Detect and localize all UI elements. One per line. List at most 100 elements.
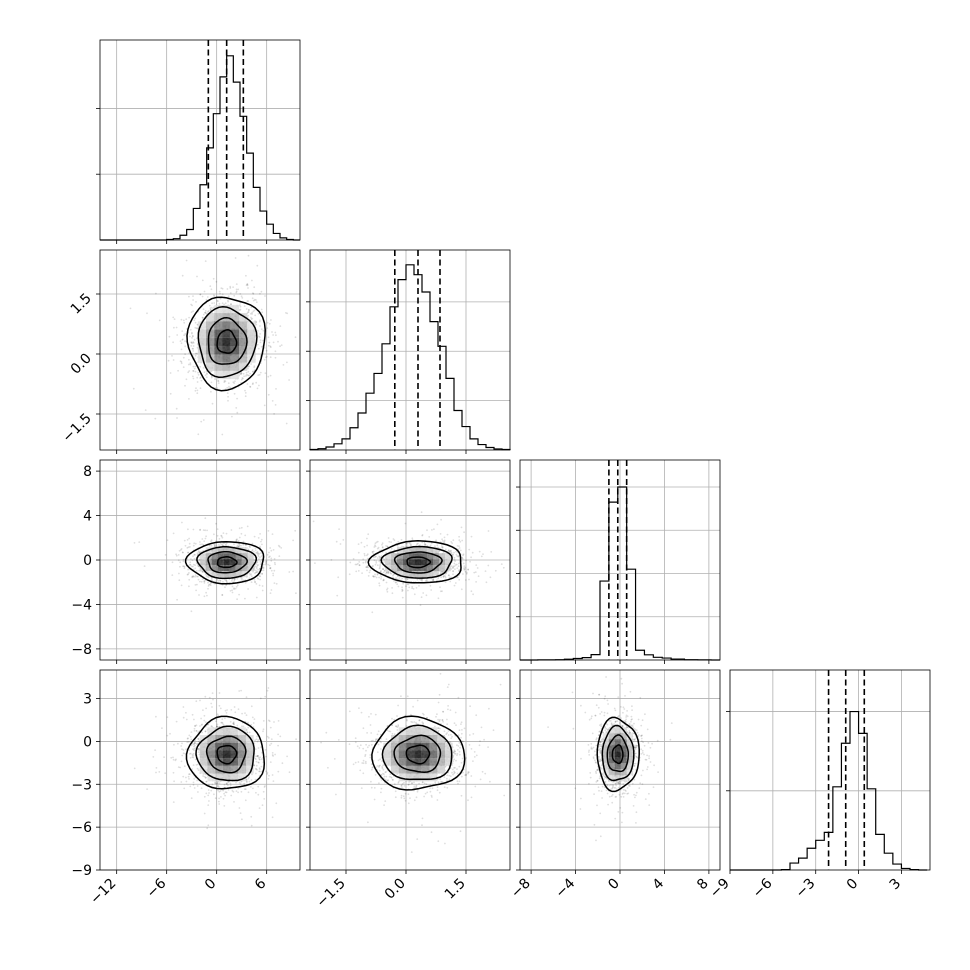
scatter-point [500,563,503,565]
scatter-point [185,378,188,381]
scatter-point [224,586,226,589]
hist-1-frame [309,249,511,451]
density-cell [230,354,240,363]
contour-level-2 [197,305,258,378]
scatter-point [376,573,379,576]
scatter-point [210,381,213,384]
density-cell [421,547,427,554]
scatter-point [375,555,377,558]
scatter-point [358,561,361,563]
scatter-point [247,791,250,794]
scatter-point [187,775,190,778]
scatter-point [259,339,262,341]
scatter-point [199,725,201,727]
scatter-point [467,568,469,571]
scatter-point [184,345,187,348]
scatter-point [199,293,202,296]
scatter-point [240,378,243,381]
scatter-point [227,382,230,385]
density-cell [206,346,215,355]
scatter-point [233,294,236,297]
scatter-point [221,543,223,546]
scatter-point [402,582,404,585]
scatter-point [185,318,188,321]
scatter-point [187,528,189,531]
scatter-point [189,328,192,331]
scatter-point [371,551,374,553]
scatter-point [465,559,467,562]
scatter-point [239,305,242,308]
scatter-point [261,804,264,807]
scatter-point [442,575,445,578]
scatter-point [223,381,226,384]
scatter-point [373,559,376,562]
density-cell [409,547,415,554]
scatter-point [372,575,375,578]
scatter-point [437,577,440,580]
scatter-point [233,578,236,581]
scatter-point [218,544,220,546]
scatter-point [271,752,274,754]
scatter-point [490,551,493,553]
scatter-point [240,577,243,579]
scatter-point [248,577,251,580]
density-cell [214,313,223,322]
scatter-point [269,356,272,359]
hist-3-frame [729,669,931,871]
scatter-point [245,274,247,277]
scatter-point [269,744,271,746]
scatter-point [216,578,219,581]
scatter-point [259,341,262,344]
scatter-point [199,541,201,543]
scatter-point [200,379,203,382]
scatter-point [221,722,224,725]
scatter-point [192,335,194,338]
scatter-point [229,386,232,389]
scatter-point [183,321,186,324]
scatter-point [257,555,260,558]
scatter-point [269,345,272,348]
scatter-point [176,598,179,601]
scatter-point [187,551,189,554]
scatter-point [248,308,250,311]
panel-0-2-frame [99,459,301,661]
scatter-point [193,319,196,322]
scatter-point [373,576,375,578]
scatter-point [192,575,195,578]
scatter-point [406,545,409,548]
scatter-point [452,566,455,569]
scatter-point [251,550,254,552]
scatter-point [202,367,205,369]
scatter-point [420,579,423,581]
scatter-point [379,564,381,566]
contour-level-1 [207,550,248,574]
panel-1-2-content [312,511,505,614]
scatter-point [177,369,180,372]
scatter-point [385,571,388,573]
scatter-point [192,299,195,301]
scatter-point [272,341,275,344]
density-cell [403,565,409,572]
scatter-point [192,575,195,577]
scatter-point [441,538,443,541]
scatter-point [378,576,380,579]
scatter-point [461,557,464,559]
scatter-point [443,536,446,539]
contour-level-3 [184,541,265,585]
scatter-point [262,329,265,332]
scatter-point [234,257,237,259]
scatter-point [194,542,197,545]
contour-level-3 [186,296,266,392]
scatter-point [259,545,261,548]
scatter-point [254,547,257,549]
scatter-point [232,722,235,725]
scatter-point [301,586,303,588]
scatter-point [184,384,186,387]
scatter-point [243,375,246,378]
scatter-point [378,582,381,585]
scatter-point [374,563,377,566]
scatter-point [285,422,288,425]
scatter-point [192,370,195,372]
scatter-point [407,583,410,586]
scatter-point [194,574,197,576]
